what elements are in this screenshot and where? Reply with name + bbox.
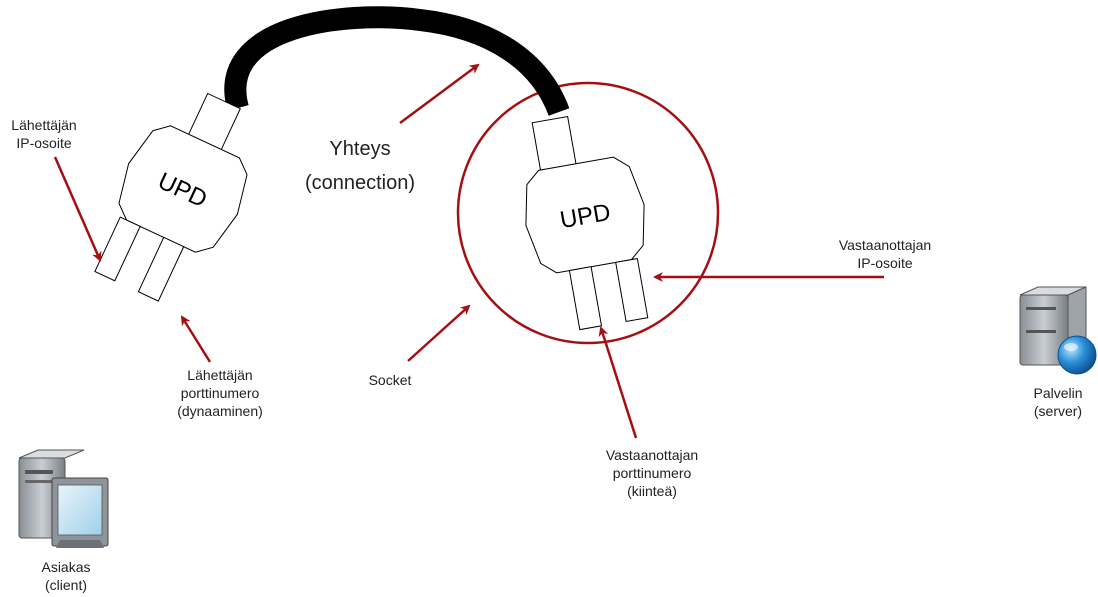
socket-label: Socket [368,372,412,388]
receiver-port-label: Vastaanottajan porttinumero (kiinteä) [605,447,699,499]
left-plug: UPD [94,92,248,302]
sender-port-label: Lähettäjän porttinumero (dynaaminen) [177,367,263,419]
client-label: Asiakas (client) [41,559,91,593]
desktop-computer-icon [18,449,109,548]
socket-circle [456,81,720,345]
receiver-ip-label: Vastaanottajan IP-osoite [838,237,932,271]
arrow-connection [399,63,480,125]
server-label: Palvelin (server) [1033,385,1083,419]
right-plug: UPD [525,115,649,331]
connection-label: Yhteys (connection) [304,138,416,194]
arrow-socket [407,304,471,362]
arrow-receiver-port [598,326,638,439]
arrow-sender-port [180,315,212,363]
server-globe-icon [1019,286,1097,375]
connection-cable [224,6,570,117]
arrow-sender-ip [53,156,102,262]
sender-ip-label: Lähettäjän IP-osoite [11,117,77,151]
